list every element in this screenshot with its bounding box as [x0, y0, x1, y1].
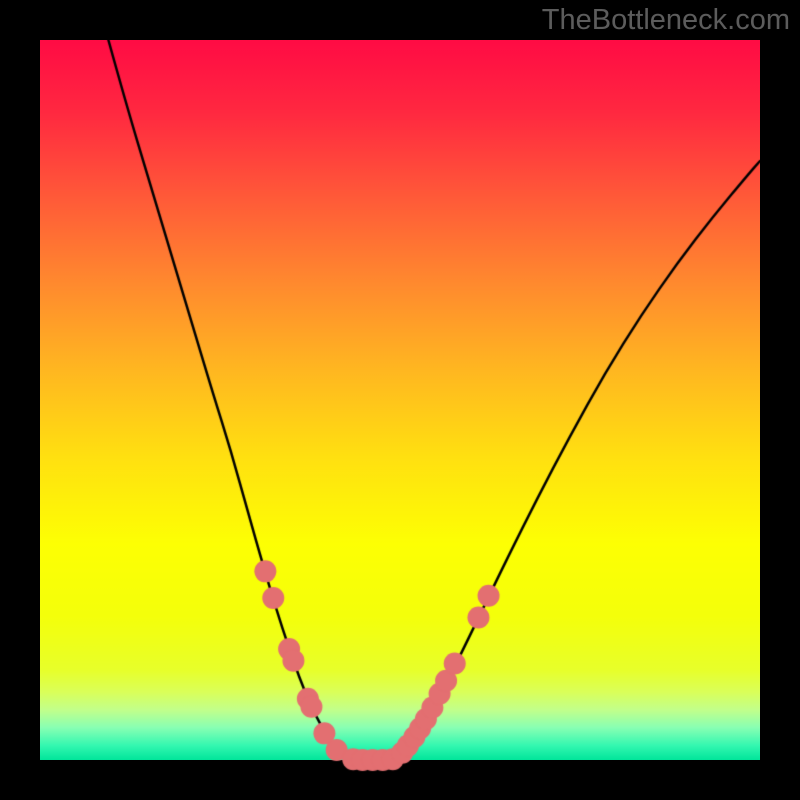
watermark-text: TheBottleneck.com — [542, 4, 790, 37]
chart-stage: TheBottleneck.com — [0, 0, 800, 800]
bottleneck-curve — [0, 0, 800, 800]
